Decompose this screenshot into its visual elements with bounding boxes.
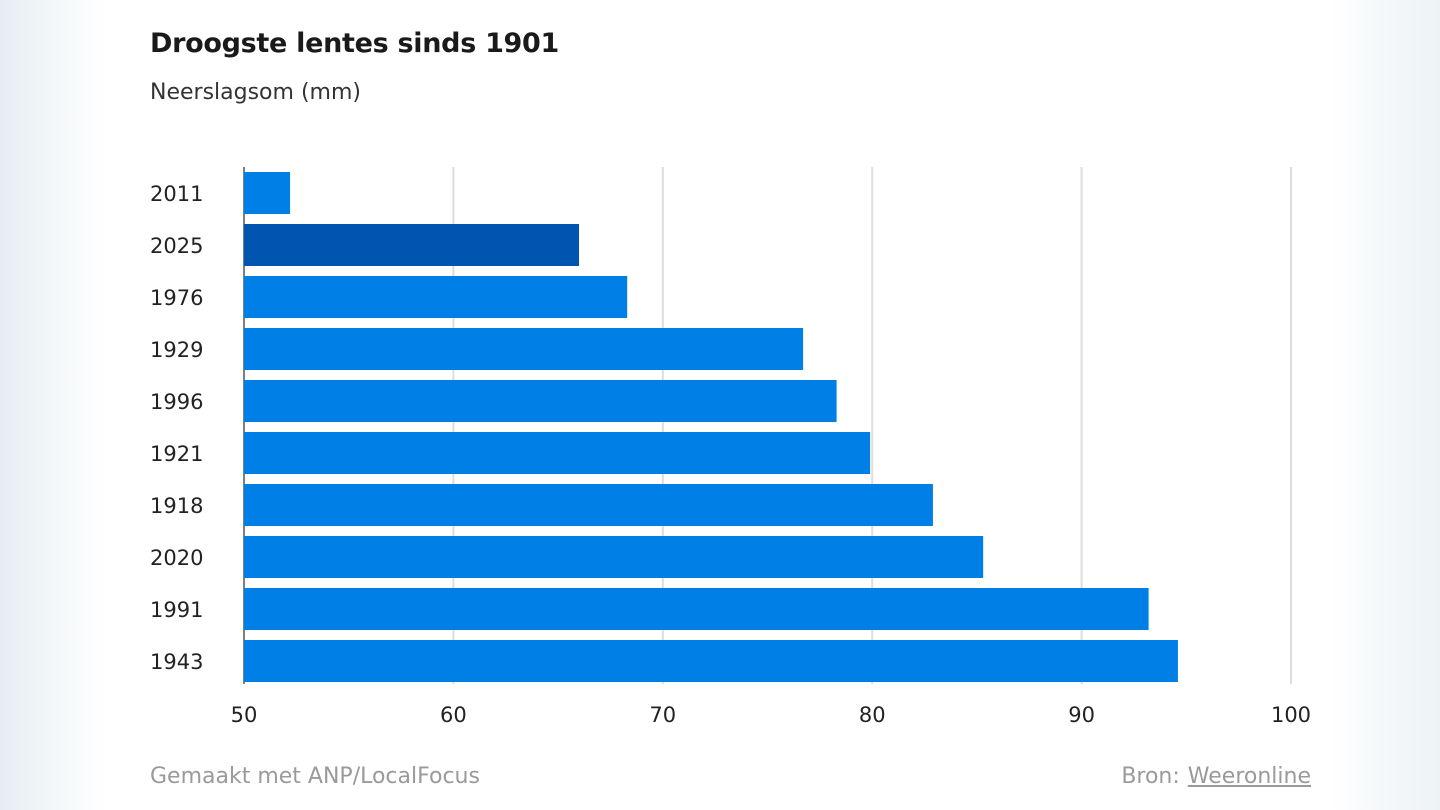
bar-1991[interactable] [244, 588, 1149, 630]
category-label-1996: 1996 [150, 390, 203, 414]
source-label: Bron: [1121, 764, 1180, 789]
bar-1929[interactable] [244, 328, 804, 370]
bar-2011[interactable] [244, 172, 291, 214]
category-label-1976: 1976 [150, 286, 203, 310]
x-tick-layer: 50 60 70 80 90 100 [231, 703, 1311, 727]
bar-2025[interactable] [244, 224, 580, 266]
category-label-1921: 1921 [150, 442, 203, 466]
category-label-1929: 1929 [150, 338, 203, 362]
chart-title: Droogste lentes sinds 1901 [150, 28, 560, 59]
chart-subtitle: Neerslagsom (mm) [150, 80, 361, 105]
category-label-layer: 2011 2025 1976 1929 1996 1921 1918 2020 1991 1943 [150, 182, 203, 674]
x-tick-label: 90 [1068, 703, 1095, 727]
bar-2020[interactable] [244, 536, 984, 578]
category-label-2020: 2020 [150, 546, 203, 570]
x-tick-label: 60 [440, 703, 467, 727]
category-label-2011: 2011 [150, 182, 203, 206]
category-label-1991: 1991 [150, 598, 203, 622]
bar-1943[interactable] [244, 640, 1178, 682]
source-link[interactable]: Weeronline [1187, 764, 1311, 789]
category-label-1918: 1918 [150, 494, 203, 518]
credit-text: Gemaakt met ANP/LocalFocus [150, 764, 480, 789]
x-tick-label: 100 [1271, 703, 1311, 727]
bar-1921[interactable] [244, 432, 871, 474]
x-tick-label: 70 [649, 703, 676, 727]
x-tick-label: 50 [231, 703, 258, 727]
bar-layer [244, 172, 1178, 682]
bar-1976[interactable] [244, 276, 628, 318]
source-line: Bron: Weeronline [1121, 764, 1311, 789]
bar-1918[interactable] [244, 484, 933, 526]
bar-1996[interactable] [244, 380, 837, 422]
chart-card: Droogste lentes sinds 1901 Neerslagsom (… [108, 0, 1333, 810]
x-tick-label: 80 [859, 703, 886, 727]
bar-chart: 2011 2025 1976 1929 1996 1921 1918 2020 1991 1943… [150, 167, 1311, 727]
category-label-2025: 2025 [150, 234, 203, 258]
category-label-1943: 1943 [150, 650, 203, 674]
